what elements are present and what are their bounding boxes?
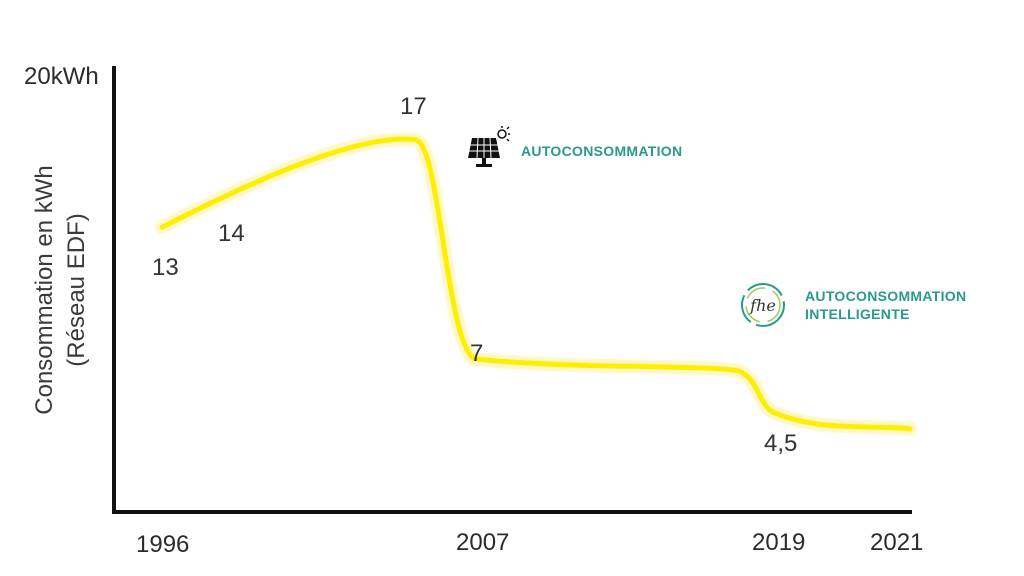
data-label-13: 13 [152, 254, 179, 281]
x-tick-label-2007: 2007 [456, 529, 509, 556]
annotation-autoconsommation-text: AUTOCONSOMMATION [521, 143, 682, 159]
data-label-7: 7 [470, 340, 483, 367]
data-label-14: 14 [218, 220, 245, 247]
fhe-logo-icon: fhe [741, 283, 785, 327]
solar-panel-icon [468, 126, 510, 167]
annotation-autoconsommation: AUTOCONSOMMATION [468, 126, 682, 167]
annotation-intelligente-line-1: AUTOCONSOMMATION [805, 288, 966, 304]
fhe-logo-text: fhe [749, 296, 776, 315]
x-tick-label-1996: 1996 [136, 531, 189, 558]
y-max-tick-label: 20kWh [24, 63, 99, 90]
annotation-intelligente-line-2: INTELLIGENTE [805, 306, 910, 322]
y-axis-label-line-1: Consommation en kWh [31, 165, 58, 414]
y-axis-label-line-2: (Réseau EDF) [63, 213, 90, 366]
data-label-17: 17 [400, 93, 427, 120]
data-label-4-5: 4,5 [764, 430, 797, 457]
consumption-line-glow [155, 132, 917, 436]
consumption-line [159, 136, 913, 432]
annotation-autoconsommation-intelligente: fhe AUTOCONSOMMATION INTELLIGENTE [741, 283, 966, 327]
x-tick-label-2019: 2019 [752, 529, 805, 556]
x-tick-label-2021: 2021 [870, 529, 923, 556]
